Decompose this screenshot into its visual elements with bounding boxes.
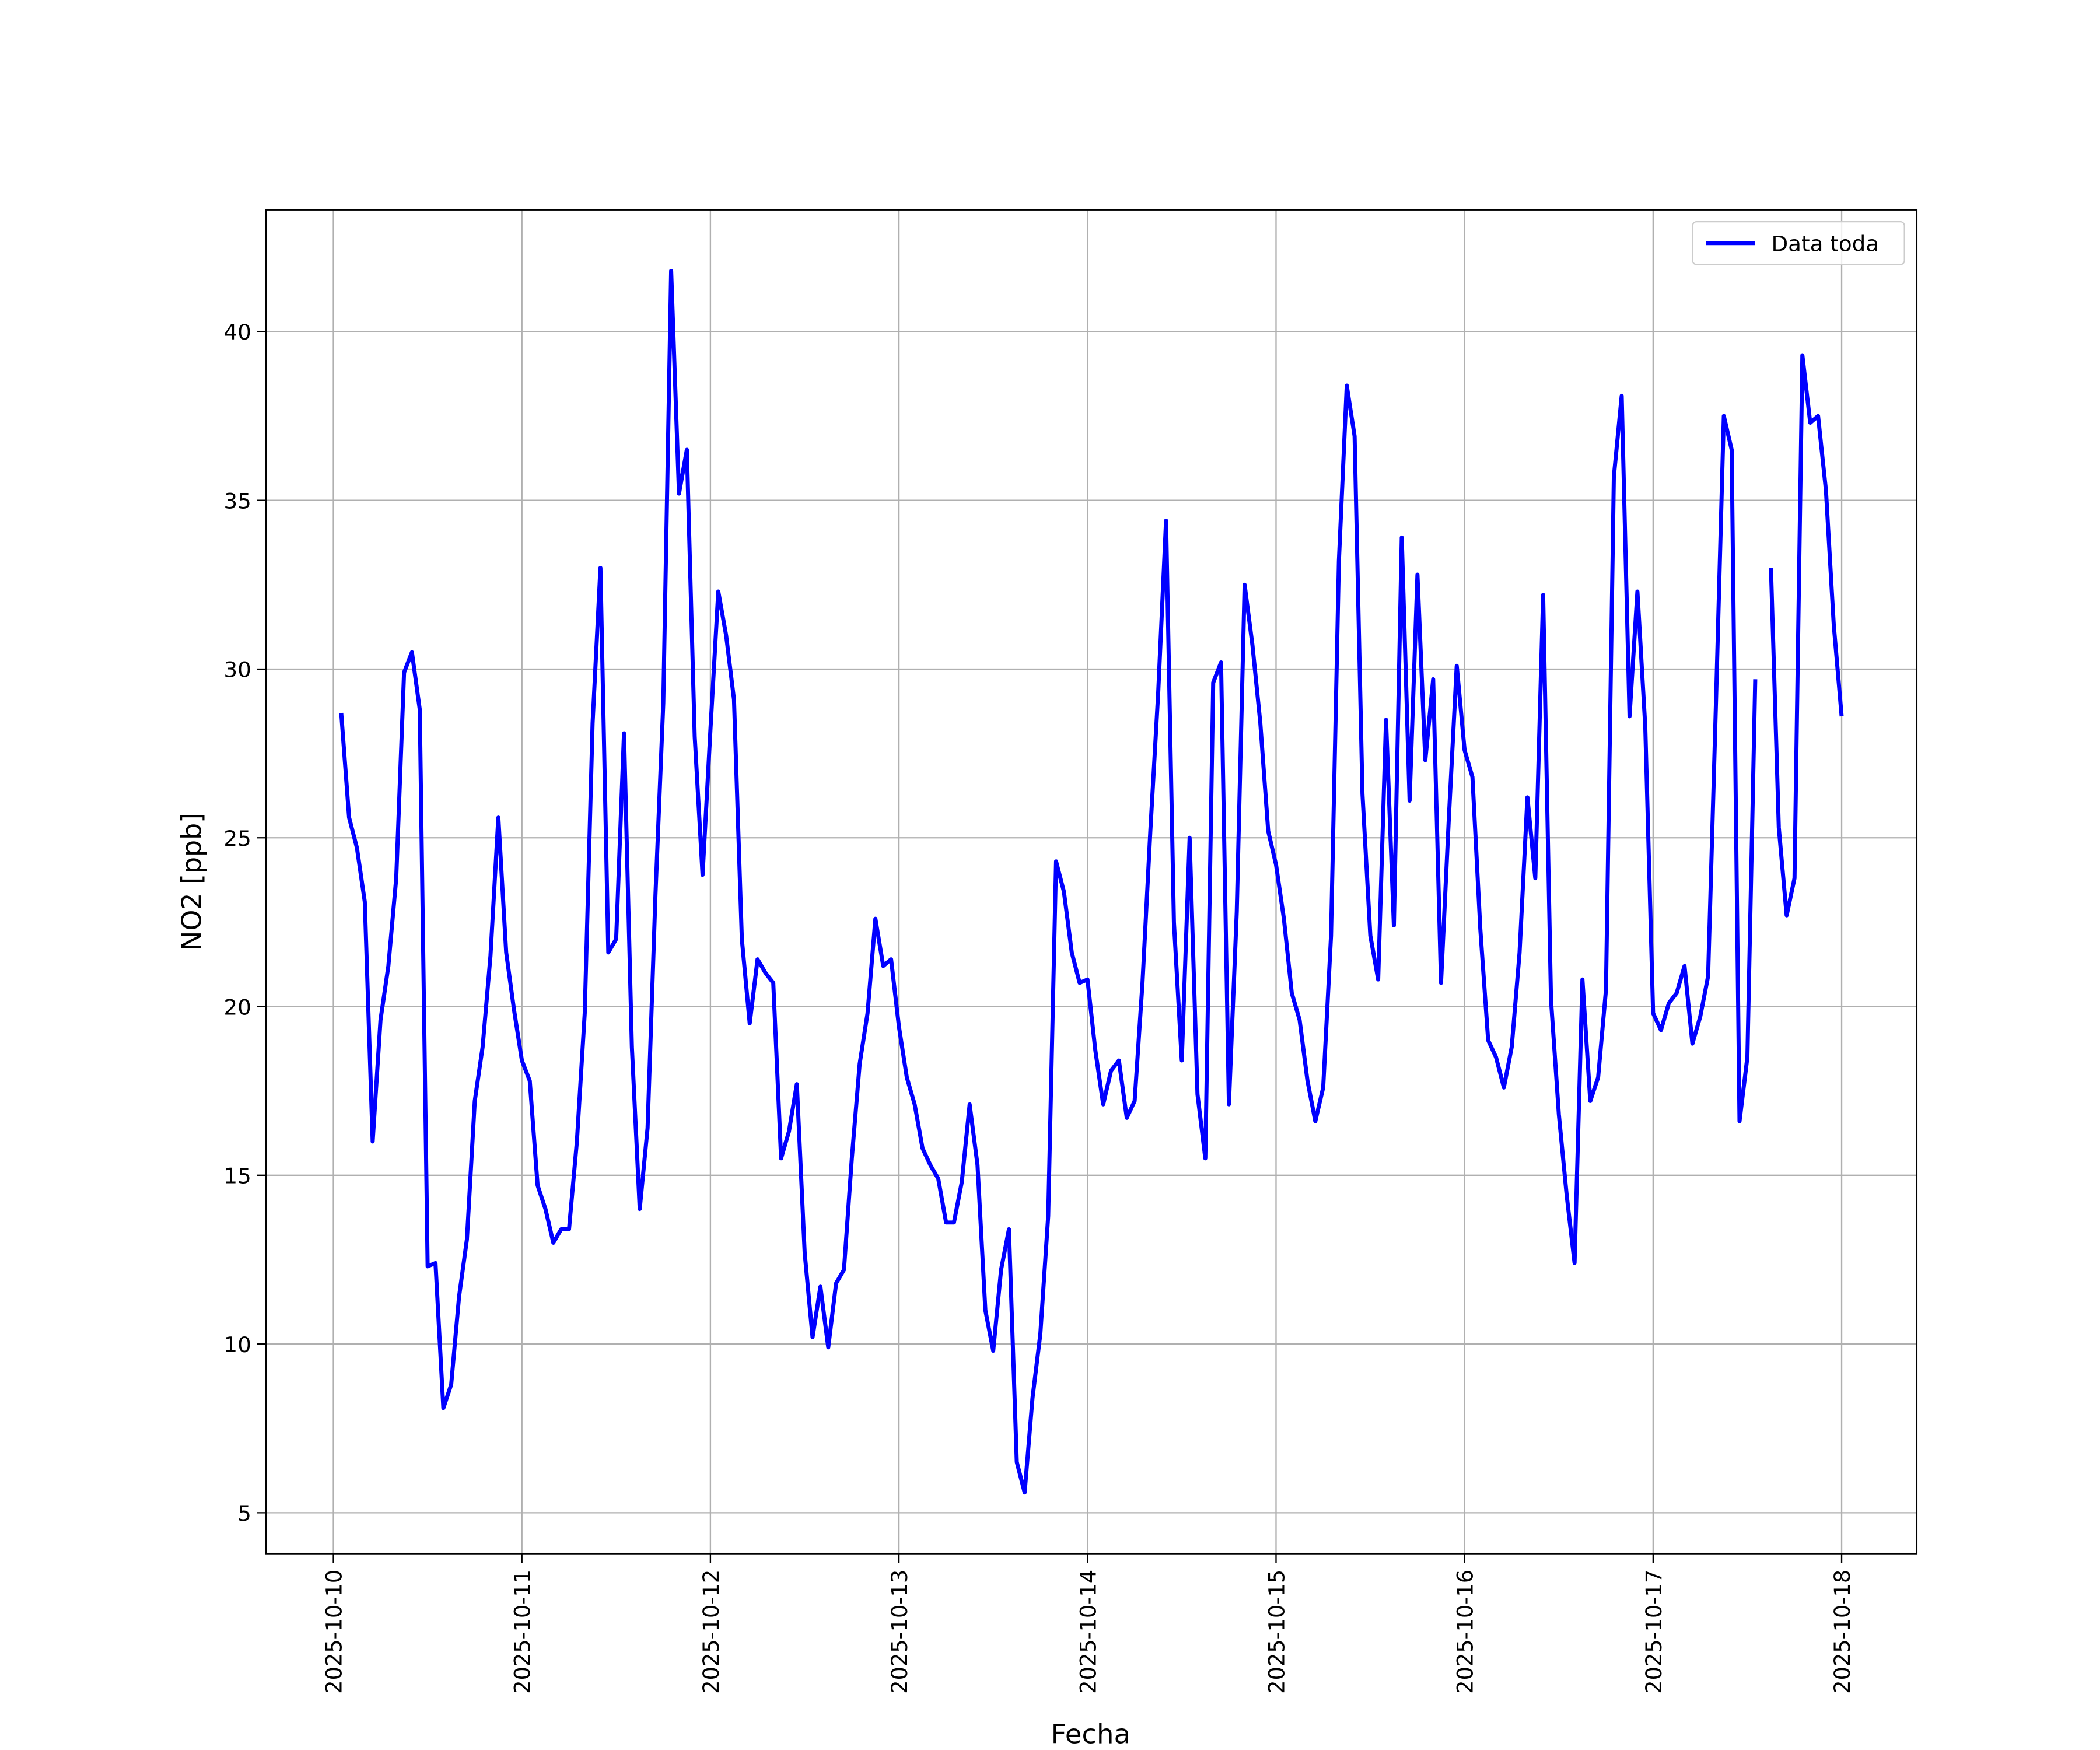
y-tick-label: 5 — [237, 1501, 251, 1526]
y-axis-label: NO2 [ppb] — [176, 813, 207, 951]
y-tick-label: 10 — [223, 1332, 251, 1357]
x-tick-label: 2025-10-15 — [1264, 1570, 1289, 1694]
x-tick-label: 2025-10-11 — [510, 1570, 535, 1694]
plot-frame — [265, 209, 1918, 1555]
x-tick-label: 2025-10-17 — [1642, 1570, 1667, 1694]
x-tick-label: 2025-10-10 — [321, 1570, 346, 1694]
x-axis-label: Fecha — [1051, 1718, 1131, 1750]
legend-box — [1692, 221, 1905, 265]
y-tick-label: 30 — [223, 657, 251, 682]
x-tick-label: 2025-10-14 — [1076, 1570, 1101, 1694]
y-tick-label: 35 — [223, 489, 251, 514]
y-tick-label: 40 — [223, 320, 251, 345]
data-line — [339, 268, 1844, 1495]
x-tick-label: 2025-10-16 — [1452, 1570, 1478, 1694]
x-tick-label: 2025-10-13 — [887, 1570, 912, 1694]
x-tick-label: 2025-10-12 — [699, 1570, 724, 1694]
x-tick-label: 2025-10-18 — [1830, 1570, 1855, 1694]
legend-label: Data toda — [1771, 232, 1879, 257]
y-tick-label: 25 — [223, 826, 251, 851]
y-tick-label: 15 — [223, 1164, 251, 1189]
y-tick-label: 20 — [223, 995, 251, 1020]
